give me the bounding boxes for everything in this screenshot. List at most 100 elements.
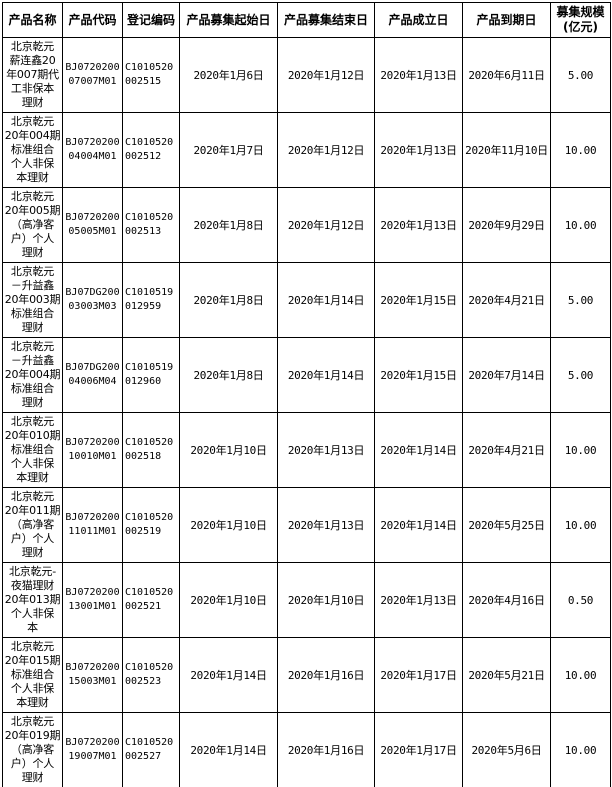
table-row: 北京乾元 －升益鑫 20年003期 标准组合 理财 BJ07DG200 0300… <box>2 262 611 338</box>
cell-registration-code: C1010520 002513 <box>122 187 180 263</box>
cell-product-name: 北京乾元 薪连鑫20 年007期代 工非保本 理财 <box>2 37 63 113</box>
cell-maturity-date: 2020年5月21日 <box>462 637 551 713</box>
table-row: 北京乾元 20年004期 标准组合 个人非保 本理财 BJ0720200 040… <box>2 112 611 188</box>
cell-establish-date: 2020年1月17日 <box>374 637 463 713</box>
cell-fundraise-end-date: 2020年1月16日 <box>277 712 375 787</box>
cell-fundraise-scale: 10.00 <box>550 637 611 713</box>
cell-registration-code: C1010520 002523 <box>122 637 180 713</box>
col-header-registration-code: 登记编码 <box>122 2 180 38</box>
cell-maturity-date: 2020年4月21日 <box>462 262 551 338</box>
cell-product-name: 北京乾元 20年010期 标准组合 个人非保 本理财 <box>2 412 63 488</box>
cell-registration-code: C1010519 012959 <box>122 262 180 338</box>
cell-maturity-date: 2020年9月29日 <box>462 187 551 263</box>
cell-fundraise-scale: 5.00 <box>550 337 611 413</box>
cell-maturity-date: 2020年4月16日 <box>462 562 551 638</box>
cell-establish-date: 2020年1月14日 <box>374 487 463 563</box>
cell-registration-code: C1010520 002515 <box>122 37 180 113</box>
cell-fundraise-scale: 10.00 <box>550 487 611 563</box>
cell-registration-code: C1010520 002512 <box>122 112 180 188</box>
cell-fundraise-scale: 5.00 <box>550 262 611 338</box>
col-header-fundraise-start-date: 产品募集起始日 <box>179 2 278 38</box>
cell-product-name: 北京乾元 20年005期 （高净客 户）个人 理财 <box>2 187 63 263</box>
cell-fundraise-end-date: 2020年1月13日 <box>277 412 375 488</box>
cell-fundraise-start-date: 2020年1月8日 <box>179 262 278 338</box>
cell-fundraise-scale: 10.00 <box>550 112 611 188</box>
cell-product-name: 北京乾元 20年011期 （高净客 户）个人 理财 <box>2 487 63 563</box>
cell-establish-date: 2020年1月13日 <box>374 37 463 113</box>
col-header-maturity-date: 产品到期日 <box>462 2 551 38</box>
cell-fundraise-scale: 0.50 <box>550 562 611 638</box>
table-row: 北京乾元 20年015期 标准组合 个人非保 本理财 BJ0720200 150… <box>2 637 611 713</box>
cell-fundraise-start-date: 2020年1月8日 <box>179 337 278 413</box>
cell-maturity-date: 2020年5月25日 <box>462 487 551 563</box>
cell-registration-code: C1010519 012960 <box>122 337 180 413</box>
table-row: 北京乾元 薪连鑫20 年007期代 工非保本 理财 BJ0720200 0700… <box>2 37 611 113</box>
cell-fundraise-end-date: 2020年1月16日 <box>277 637 375 713</box>
cell-fundraise-end-date: 2020年1月12日 <box>277 187 375 263</box>
cell-fundraise-start-date: 2020年1月10日 <box>179 487 278 563</box>
cell-maturity-date: 2020年11月10日 <box>462 112 551 188</box>
cell-registration-code: C1010520 002527 <box>122 712 180 787</box>
cell-product-code: BJ07DG200 03003M03 <box>62 262 123 338</box>
cell-fundraise-end-date: 2020年1月12日 <box>277 112 375 188</box>
cell-product-code: BJ0720200 13001M01 <box>62 562 123 638</box>
cell-establish-date: 2020年1月13日 <box>374 187 463 263</box>
cell-product-name: 北京乾元- 夜猫理财 20年013期 个人非保 本 <box>2 562 63 638</box>
cell-fundraise-end-date: 2020年1月13日 <box>277 487 375 563</box>
cell-product-code: BJ0720200 05005M01 <box>62 187 123 263</box>
cell-product-name: 北京乾元 －升益鑫 20年004期 标准组合 理财 <box>2 337 63 413</box>
cell-product-code: BJ0720200 07007M01 <box>62 37 123 113</box>
cell-fundraise-end-date: 2020年1月10日 <box>277 562 375 638</box>
cell-product-name: 北京乾元 20年019期 （高净客 户）个人 理财 <box>2 712 63 787</box>
cell-product-code: BJ0720200 11011M01 <box>62 487 123 563</box>
cell-establish-date: 2020年1月13日 <box>374 562 463 638</box>
cell-product-code: BJ0720200 15003M01 <box>62 637 123 713</box>
cell-maturity-date: 2020年5月6日 <box>462 712 551 787</box>
cell-fundraise-scale: 10.00 <box>550 412 611 488</box>
cell-maturity-date: 2020年6月11日 <box>462 37 551 113</box>
cell-registration-code: C1010520 002518 <box>122 412 180 488</box>
cell-registration-code: C1010520 002519 <box>122 487 180 563</box>
cell-product-code: BJ0720200 10010M01 <box>62 412 123 488</box>
table-row: 北京乾元- 夜猫理财 20年013期 个人非保 本 BJ0720200 1300… <box>2 562 611 638</box>
cell-fundraise-scale: 5.00 <box>550 37 611 113</box>
table-row: 北京乾元 20年005期 （高净客 户）个人 理财 BJ0720200 0500… <box>2 187 611 263</box>
cell-fundraise-scale: 10.00 <box>550 187 611 263</box>
cell-fundraise-end-date: 2020年1月14日 <box>277 262 375 338</box>
cell-product-code: BJ0720200 19007M01 <box>62 712 123 787</box>
cell-product-name: 北京乾元 －升益鑫 20年003期 标准组合 理财 <box>2 262 63 338</box>
table-row: 北京乾元 －升益鑫 20年004期 标准组合 理财 BJ07DG200 0400… <box>2 337 611 413</box>
cell-fundraise-start-date: 2020年1月10日 <box>179 412 278 488</box>
cell-maturity-date: 2020年4月21日 <box>462 412 551 488</box>
col-header-fundraise-end-date: 产品募集结束日 <box>277 2 375 38</box>
table-row: 北京乾元 20年019期 （高净客 户）个人 理财 BJ0720200 1900… <box>2 712 611 787</box>
col-header-establish-date: 产品成立日 <box>374 2 463 38</box>
cell-establish-date: 2020年1月17日 <box>374 712 463 787</box>
col-header-product-name: 产品名称 <box>2 2 63 38</box>
cell-fundraise-start-date: 2020年1月14日 <box>179 637 278 713</box>
cell-registration-code: C1010520 002521 <box>122 562 180 638</box>
cell-fundraise-start-date: 2020年1月6日 <box>179 37 278 113</box>
cell-fundraise-start-date: 2020年1月10日 <box>179 562 278 638</box>
table-row: 北京乾元 20年010期 标准组合 个人非保 本理财 BJ0720200 100… <box>2 412 611 488</box>
cell-establish-date: 2020年1月14日 <box>374 412 463 488</box>
cell-product-name: 北京乾元 20年015期 标准组合 个人非保 本理财 <box>2 637 63 713</box>
col-header-product-code: 产品代码 <box>62 2 123 38</box>
cell-product-name: 北京乾元 20年004期 标准组合 个人非保 本理财 <box>2 112 63 188</box>
cell-maturity-date: 2020年7月14日 <box>462 337 551 413</box>
col-header-fundraise-scale: 募集规模 (亿元) <box>550 2 611 38</box>
cell-fundraise-end-date: 2020年1月14日 <box>277 337 375 413</box>
header-row: 产品名称 产品代码 登记编码 产品募集起始日 产品募集结束日 产品成立日 产品到… <box>2 2 611 38</box>
cell-establish-date: 2020年1月13日 <box>374 112 463 188</box>
cell-fundraise-start-date: 2020年1月14日 <box>179 712 278 787</box>
table-row: 北京乾元 20年011期 （高净客 户）个人 理财 BJ0720200 1101… <box>2 487 611 563</box>
cell-fundraise-scale: 10.00 <box>550 712 611 787</box>
cell-product-code: BJ0720200 04004M01 <box>62 112 123 188</box>
cell-establish-date: 2020年1月15日 <box>374 337 463 413</box>
cell-fundraise-end-date: 2020年1月12日 <box>277 37 375 113</box>
cell-product-code: BJ07DG200 04006M04 <box>62 337 123 413</box>
cell-fundraise-start-date: 2020年1月7日 <box>179 112 278 188</box>
cell-fundraise-start-date: 2020年1月8日 <box>179 187 278 263</box>
